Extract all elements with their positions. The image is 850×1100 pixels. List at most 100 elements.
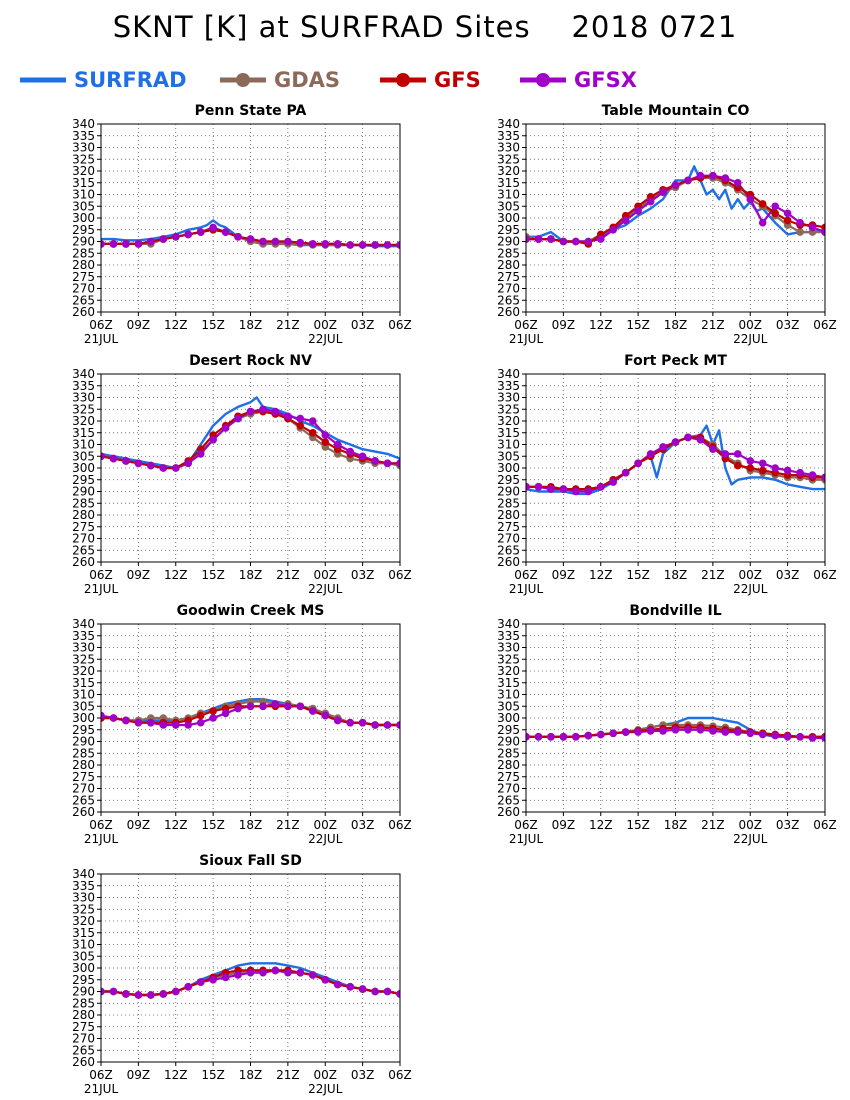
y-tick-label: 320 [72, 914, 95, 928]
y-tick-label: 310 [72, 688, 95, 702]
legend-swatch [20, 77, 66, 83]
series-point-gfsx [209, 976, 217, 984]
y-tick-label: 305 [72, 699, 95, 713]
legend-item-gfsx: GFSX [518, 64, 708, 98]
series-point-gfsx [246, 968, 255, 977]
y-tick-label: 305 [72, 449, 95, 463]
x-tick-label: 06Z [514, 818, 538, 832]
y-tick-label: 305 [72, 199, 95, 213]
y-tick-label: 300 [72, 711, 95, 725]
series-point-gfsx [796, 218, 804, 227]
y-tick-label: 330 [72, 391, 95, 405]
y-tick-label: 305 [72, 949, 95, 963]
series-point-gfsx [209, 223, 217, 232]
series-point-gfsx [147, 991, 155, 999]
y-tick-label: 340 [72, 867, 95, 881]
y-tick-label: 260 [497, 555, 520, 569]
series-point-gfsx [684, 433, 692, 442]
x-date-label: 22JUL [308, 332, 343, 346]
series-point-gfsx [122, 240, 130, 248]
legend-label: SURFRAD [74, 68, 187, 92]
x-tick-label: 18Z [239, 818, 263, 832]
x-tick-label: 03Z [351, 318, 375, 332]
series-point-gfsx [309, 417, 317, 425]
series-point-gfsx [147, 237, 155, 246]
y-tick-label: 275 [72, 520, 95, 534]
series-point-gfsx [346, 447, 355, 456]
y-tick-label: 285 [72, 746, 95, 760]
y-tick-label: 280 [497, 258, 520, 272]
series-point-gfsx [134, 240, 143, 248]
series-point-gfsx [234, 704, 242, 713]
series-point-gfsx [333, 440, 342, 449]
y-tick-label: 270 [72, 1032, 95, 1046]
y-tick-label: 320 [72, 664, 95, 678]
y-tick-label: 265 [72, 293, 95, 307]
y-tick-label: 335 [72, 629, 95, 643]
y-tick-label: 265 [497, 293, 520, 307]
y-tick-label: 295 [72, 473, 95, 487]
y-tick-label: 315 [72, 176, 95, 190]
series-point-gfs [758, 466, 767, 475]
x-tick-label: 03Z [351, 568, 375, 582]
y-tick-label: 315 [497, 176, 520, 190]
x-tick-label: 12Z [164, 318, 188, 332]
series-point-gfsx [659, 188, 667, 196]
y-tick-label: 315 [497, 426, 520, 440]
y-tick-label: 320 [497, 414, 520, 428]
y-tick-label: 270 [72, 782, 95, 796]
y-tick-label: 335 [72, 379, 95, 393]
y-tick-label: 260 [497, 805, 520, 819]
series-point-gfsx [234, 414, 242, 423]
series-point-gfsx [597, 730, 605, 739]
x-date-label: 22JUL [308, 1082, 343, 1096]
y-tick-label: 340 [497, 117, 520, 131]
y-tick-label: 285 [72, 246, 95, 260]
series-point-gfsx [383, 241, 392, 249]
series-point-gfsx [547, 235, 555, 243]
series-point-gfsx [109, 454, 118, 463]
series-point-gfsx [321, 711, 330, 720]
series-point-gfsx [597, 235, 605, 243]
y-tick-label: 275 [497, 270, 520, 284]
y-tick-label: 330 [72, 641, 95, 655]
x-tick-label: 09Z [127, 1068, 151, 1082]
chart-sioux-fall-sd: Sioux Fall SD 260265270275280285290295300… [72, 853, 412, 1096]
y-tick-label: 315 [72, 676, 95, 690]
plot-frame [100, 873, 401, 1063]
x-tick-label: 00Z [314, 1068, 338, 1082]
y-tick-label: 315 [72, 926, 95, 940]
y-tick-label: 295 [497, 473, 520, 487]
series-point-gfsx [396, 459, 400, 468]
y-tick-label: 260 [72, 805, 95, 819]
series-point-gfsx [196, 978, 205, 986]
series-point-gfsx [572, 487, 580, 496]
x-tick-label: 21Z [701, 318, 725, 332]
series-point-gfsx [547, 485, 555, 493]
legend-label: GDAS [274, 68, 341, 92]
series-point-gfsx [609, 478, 617, 486]
series-point-gfsx [808, 471, 817, 479]
series-point-gfsx [159, 235, 168, 243]
series-point-gfsx [159, 721, 168, 729]
series-point-gfsx [572, 733, 580, 741]
y-tick-label: 265 [72, 793, 95, 807]
series-point-gfsx [271, 700, 280, 708]
y-tick-label: 325 [72, 152, 95, 166]
y-tick-label: 265 [72, 1043, 95, 1057]
series-point-gfsx [246, 407, 255, 416]
legend-item-surfrad: SURFRAD [18, 64, 208, 98]
x-tick-label: 00Z [314, 818, 338, 832]
plot-frame [100, 123, 401, 313]
y-tick-label: 275 [72, 770, 95, 784]
legend-item-gfs: GFS [378, 64, 568, 98]
series-point-gfsx [796, 733, 804, 741]
x-tick-label: 03Z [776, 568, 800, 582]
x-tick-label: 06Z [89, 1068, 113, 1082]
y-tick-label: 285 [72, 996, 95, 1010]
x-tick-label: 21Z [701, 818, 725, 832]
series-point-gfsx [396, 721, 400, 729]
series-point-gfsx [758, 218, 767, 227]
x-tick-label: 00Z [314, 318, 338, 332]
y-tick-label: 265 [497, 543, 520, 557]
